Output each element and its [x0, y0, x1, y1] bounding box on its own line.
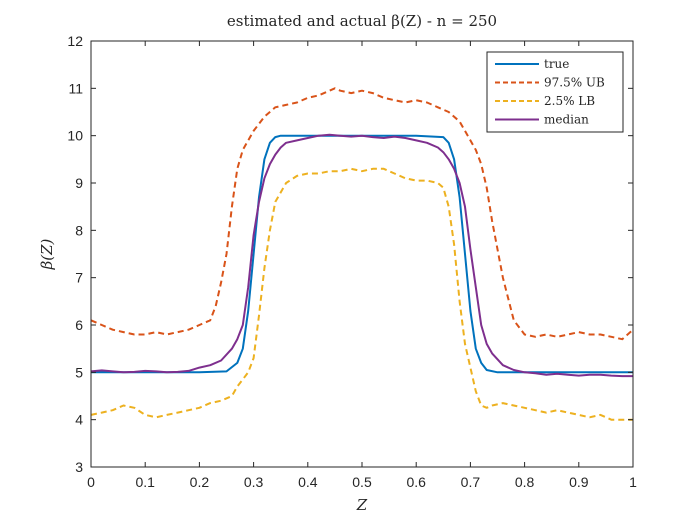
x-axis: 0 0.1 0.2 0.3 0.4 0.5 0.6 0.7 0.8 0.9 1: [87, 41, 637, 490]
x-tick-label: 0.5: [352, 474, 372, 490]
y-tick-label: 8: [75, 222, 83, 238]
series-line-2-5-lb: [90, 167, 633, 421]
legend-label: 97.5% UB: [544, 76, 605, 90]
legend-label: 2.5% LB: [544, 94, 595, 108]
x-tick-label: 0.1: [135, 474, 155, 490]
x-tick-label: 0.4: [298, 474, 318, 490]
y-tick-label: 9: [75, 175, 83, 191]
y-tick-label: 6: [75, 317, 83, 333]
x-tick-label: 0.3: [244, 474, 264, 490]
series-line-97-5-ub: [90, 87, 634, 341]
x-tick-label: 0: [87, 474, 95, 490]
legend-label: true: [544, 57, 569, 71]
y-tick-label: 10: [67, 128, 83, 144]
x-tick-label: 0.2: [190, 474, 210, 490]
x-tick-label: 0.9: [569, 474, 589, 490]
x-tick-label: 1: [629, 474, 637, 490]
y-tick-label: 4: [75, 412, 83, 428]
y-tick-label: 5: [75, 364, 83, 380]
y-axis-title: β(Z): [38, 238, 56, 270]
y-tick-label: 12: [67, 33, 83, 49]
x-tick-label: 0.7: [461, 474, 481, 490]
legend-label: median: [544, 113, 589, 127]
chart-title: estimated and actual β(Z) - n = 250: [227, 12, 497, 30]
y-axis: 3 4 5 6 7 8 9 10 11 12: [67, 33, 633, 475]
series-line-median: [90, 133, 633, 378]
y-tick-label: 7: [75, 270, 83, 286]
series-layer: [90, 87, 634, 421]
x-axis-title: Z: [356, 496, 368, 514]
y-tick-label: 3: [75, 459, 83, 475]
x-tick-label: 0.6: [406, 474, 426, 490]
x-tick-label: 0.8: [515, 474, 535, 490]
legend: true 97.5% UB 2.5% LB median: [486, 51, 624, 133]
y-tick-label: 11: [68, 80, 83, 96]
